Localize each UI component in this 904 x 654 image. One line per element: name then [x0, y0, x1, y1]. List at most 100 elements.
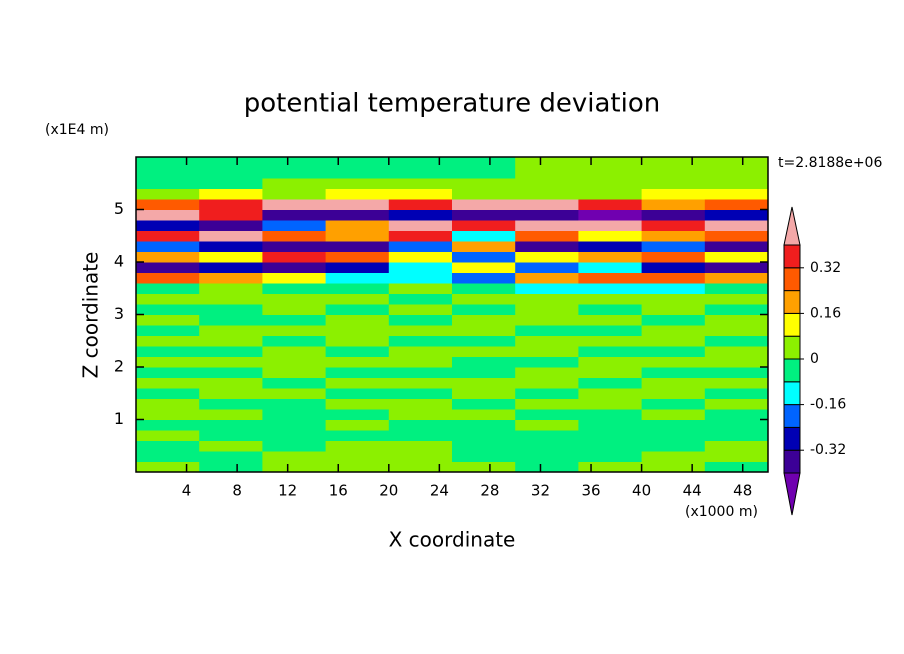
contour-cell	[452, 325, 516, 336]
contour-cell	[199, 283, 263, 294]
contour-cell	[452, 230, 516, 242]
contour-cell	[641, 419, 706, 431]
contour-cell	[262, 199, 327, 210]
contour-cell	[388, 377, 453, 389]
colorbar-box	[783, 358, 801, 383]
colorbar-tick-label: -0.32	[810, 442, 846, 458]
contour-cell	[641, 356, 706, 368]
contour-cell	[199, 220, 263, 231]
contour-cell	[641, 440, 706, 452]
contour-cell	[388, 398, 453, 410]
contour-cell	[388, 251, 453, 263]
contour-cell	[704, 272, 769, 284]
contour-cell	[199, 272, 263, 284]
contour-cell	[136, 220, 200, 231]
contour-cell	[262, 220, 327, 231]
x-tick-label: 44	[683, 482, 702, 500]
contour-cell	[578, 440, 643, 452]
contour-cell	[704, 178, 769, 189]
contour-cell	[704, 398, 769, 410]
contour-cell	[452, 178, 516, 189]
contour-cell	[388, 419, 453, 431]
x-tick-label: 12	[278, 482, 297, 500]
contour-cell	[704, 304, 769, 315]
contour-cell	[388, 209, 453, 221]
contour-cell	[199, 377, 263, 389]
contour-cell	[136, 314, 200, 326]
contour-cell	[641, 230, 706, 242]
contour-cell	[325, 293, 390, 305]
contour-cell	[704, 209, 769, 221]
contour-cell	[641, 241, 706, 252]
contour-cell	[578, 335, 643, 347]
contour-cell	[578, 409, 643, 420]
contour-cell	[199, 293, 263, 305]
contour-cell	[325, 346, 390, 357]
colorbar-box	[783, 381, 801, 406]
contour-cell	[262, 451, 327, 462]
contour-cell	[704, 367, 769, 378]
contour-cell	[641, 199, 706, 210]
colorbar-box	[783, 335, 801, 360]
contour-cell	[136, 346, 200, 357]
contour-cell	[388, 262, 453, 273]
contour-cell	[641, 367, 706, 378]
contour-cell	[578, 356, 643, 368]
contour-cell	[452, 220, 516, 231]
contour-cell	[641, 251, 706, 263]
contour-cell	[136, 199, 200, 210]
contour-cell	[136, 325, 200, 336]
contour-cell	[452, 188, 516, 200]
x-axis-label: X coordinate	[389, 528, 516, 552]
contour-cell	[388, 178, 453, 189]
contour-cell	[199, 398, 263, 410]
contour-cell	[641, 461, 706, 473]
contour-cell	[388, 230, 453, 242]
contour-cell	[578, 461, 643, 473]
contour-cell	[452, 377, 516, 389]
contour-cell	[262, 346, 327, 357]
colorbar-extend-low	[783, 472, 801, 516]
contour-cell	[452, 430, 516, 441]
contour-cell	[136, 409, 200, 420]
contour-cell	[641, 346, 706, 357]
contour-cell	[325, 178, 390, 189]
contour-cell	[641, 262, 706, 273]
contour-cell	[388, 199, 453, 210]
y-tick-label: 5	[114, 199, 124, 218]
contour-cell	[515, 188, 579, 200]
contour-cell	[578, 367, 643, 378]
contour-cell	[325, 167, 390, 179]
contour-cell	[578, 451, 643, 462]
contour-cell	[515, 199, 579, 210]
contour-cell	[136, 209, 200, 221]
x-tick-label: 4	[182, 482, 192, 500]
contour-cell	[578, 377, 643, 389]
contour-cell	[262, 241, 327, 252]
colorbar-box	[783, 290, 801, 314]
contour-cell	[515, 241, 579, 252]
contour-cell	[388, 188, 453, 200]
contour-cell	[704, 325, 769, 336]
contour-cell	[704, 409, 769, 420]
contour-cell	[452, 283, 516, 294]
contour-cell	[641, 220, 706, 231]
contour-cell	[325, 241, 390, 252]
contour-cell	[578, 178, 643, 189]
x-tick-label: 32	[531, 482, 550, 500]
contour-cell	[515, 178, 579, 189]
contour-cell	[452, 451, 516, 462]
contour-cell	[325, 409, 390, 420]
contour-cell	[515, 335, 579, 347]
x-unit-label: (x1000 m)	[685, 504, 758, 520]
contour-cell	[262, 440, 327, 452]
contour-cell	[325, 262, 390, 273]
contour-cell	[136, 398, 200, 410]
contour-cell	[641, 157, 706, 168]
colorbar-tick-label: 0.16	[810, 305, 841, 321]
contour-cell	[452, 241, 516, 252]
contour-cell	[262, 430, 327, 441]
contour-cell	[641, 188, 706, 200]
contour-cell	[262, 293, 327, 305]
